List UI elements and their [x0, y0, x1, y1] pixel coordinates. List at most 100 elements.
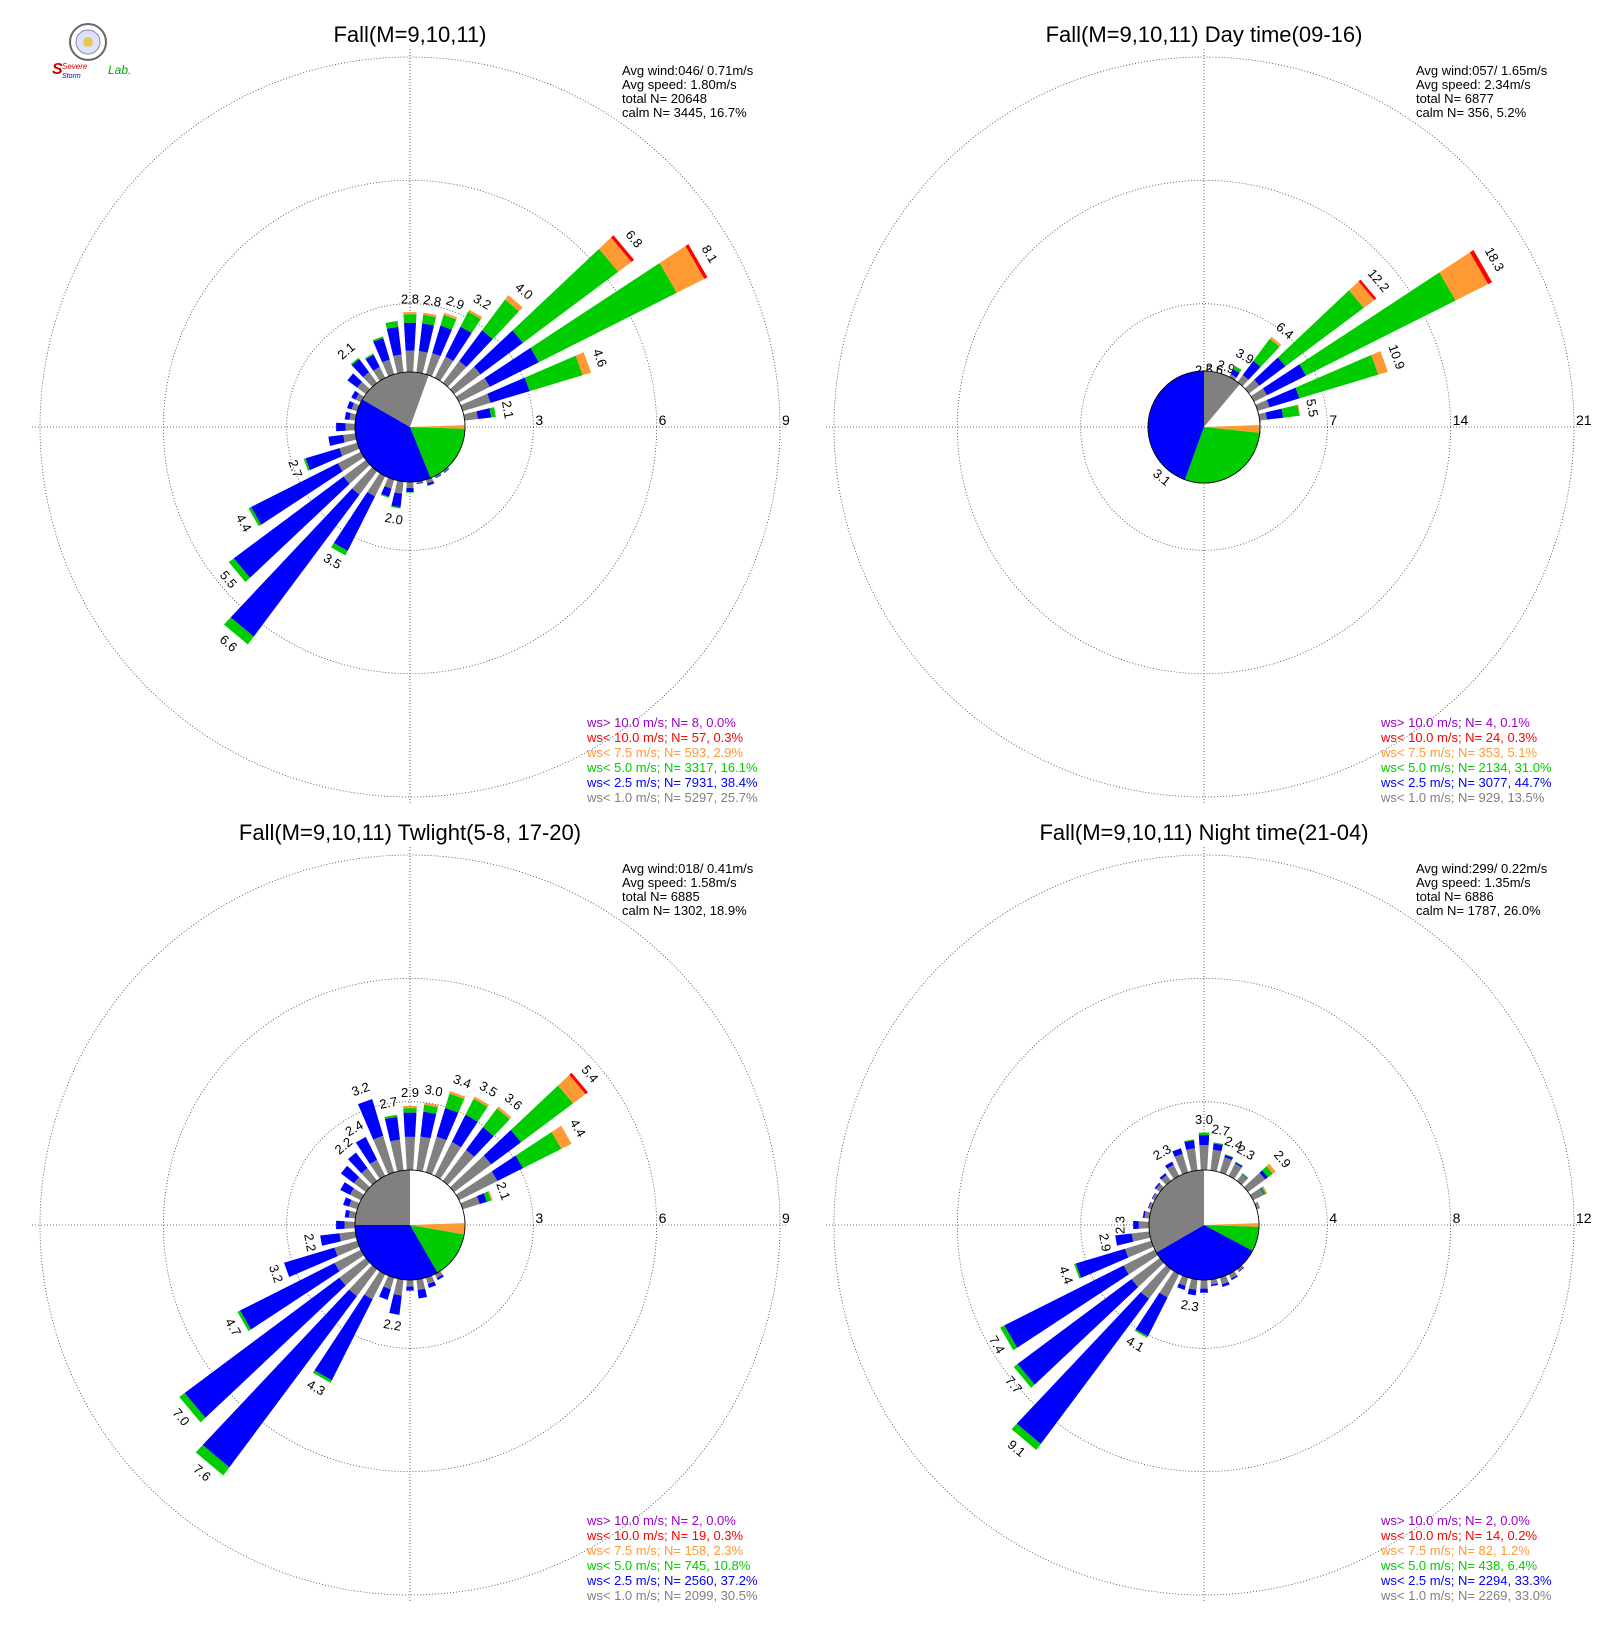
direction-bar	[328, 433, 356, 445]
direction-bar	[336, 1221, 355, 1230]
legend-entry: ws< 2.5 m/s; N= 3077, 44.7%	[1380, 775, 1552, 790]
stats-line: total N= 6877	[1416, 91, 1494, 106]
legend-entry: ws> 10.0 m/s; N= 2, 0.0%	[586, 1513, 736, 1528]
bar-segment	[1199, 1135, 1209, 1145]
legend-entry: ws< 5.0 m/s; N= 2134, 31.0%	[1380, 760, 1552, 775]
bar-segment	[1282, 405, 1300, 418]
stats-line: Avg speed: 2.34m/s	[1416, 77, 1531, 92]
bar-segment	[393, 355, 403, 374]
stats-line: Avg wind:046/ 0.71m/s	[622, 63, 754, 78]
bar-value-label: 2.8	[422, 292, 442, 310]
legend-entry: ws< 10.0 m/s; N= 14, 0.2%	[1380, 1528, 1538, 1543]
bar-value-label: 3.4	[451, 1071, 473, 1091]
bar-value-label: 6.4	[1273, 319, 1296, 342]
direction-bar	[406, 482, 414, 493]
bar-segment	[404, 1113, 417, 1137]
ring-label: 21	[1576, 412, 1592, 428]
bar-value-label: 3.5	[321, 550, 344, 572]
stats-line: Avg wind:018/ 0.41m/s	[622, 861, 754, 876]
ring-label: 6	[659, 412, 667, 428]
bar-value-label: 2.9	[1271, 1147, 1294, 1170]
bar-value-label: 2.2	[382, 1316, 402, 1334]
bar-segment	[1132, 1231, 1151, 1241]
stats-line: Avg speed: 1.80m/s	[622, 77, 737, 92]
legend-entry: ws< 7.5 m/s; N= 593, 2.9%	[586, 745, 744, 760]
bar-segment	[403, 1106, 417, 1108]
direction-bar	[1200, 1280, 1208, 1293]
legend-entry: ws< 1.0 m/s; N= 929, 13.5%	[1380, 790, 1545, 805]
ring-label: 9	[782, 1210, 790, 1226]
bar-segment	[382, 359, 394, 376]
bar-segment	[403, 1108, 416, 1112]
bar-segment	[343, 433, 356, 442]
severe-storm-lab-logo: S Severe Storm Lab.	[50, 22, 150, 84]
ring-label: 8	[1453, 1210, 1461, 1226]
bar-segment	[418, 1289, 427, 1299]
direction-bar	[416, 1279, 427, 1299]
panel-title: Fall(M=9,10,11) Day time(09-16)	[1046, 22, 1363, 47]
direction-bar	[343, 1197, 359, 1209]
bar-value-label: 4.4	[1056, 1264, 1076, 1286]
bar-segment	[339, 1231, 356, 1241]
bar-value-label: 6.8	[623, 227, 646, 250]
legend-entry: ws< 1.0 m/s; N= 5297, 25.7%	[586, 790, 758, 805]
bar-segment	[406, 351, 415, 372]
legend-entry: ws< 10.0 m/s; N= 24, 0.3%	[1380, 730, 1538, 745]
ring-label: 6	[659, 1210, 667, 1226]
bar-value-label: 4.1	[1124, 1333, 1147, 1355]
panel-title: Fall(M=9,10,11) Night time(21-04)	[1039, 820, 1368, 845]
bar-value-label: 3.2	[349, 1079, 371, 1099]
bar-segment	[1220, 1157, 1232, 1174]
bar-value-label: 3.0	[1195, 1112, 1213, 1127]
bar-segment	[403, 312, 416, 314]
bar-segment	[1115, 1233, 1133, 1245]
bar-value-label: 8.1	[699, 242, 721, 265]
bar-segment	[404, 323, 416, 351]
pie-slice	[1204, 1170, 1259, 1225]
bar-segment	[406, 1280, 413, 1287]
stats-line: total N= 6885	[622, 889, 700, 904]
bar-value-label: 3.2	[266, 1263, 286, 1285]
stats-line: calm N= 1787, 26.0%	[1416, 903, 1541, 918]
bar-segment	[1266, 409, 1284, 420]
logo-line1: Severe	[62, 62, 88, 71]
bar-value-label: 2.1	[334, 339, 357, 362]
direction-bar	[406, 1280, 414, 1291]
stats-line: Avg wind:299/ 0.22m/s	[1416, 861, 1548, 876]
direction-bar	[336, 423, 355, 432]
logo-line3: Lab.	[108, 63, 131, 77]
legend-entry: ws< 1.0 m/s; N= 2099, 30.5%	[586, 1588, 758, 1603]
bar-segment	[406, 482, 413, 488]
legend-entry: ws< 2.5 m/s; N= 7931, 38.4%	[586, 775, 758, 790]
direction-bar: 2.3	[1150, 1141, 1179, 1179]
legend-entry: ws> 10.0 m/s; N= 8, 0.0%	[586, 715, 736, 730]
bar-value-label: 18.3	[1482, 245, 1508, 274]
bar-value-label: 10.9	[1385, 342, 1408, 371]
bar-segment	[406, 1287, 414, 1291]
legend-entry: ws< 2.5 m/s; N= 2560, 37.2%	[586, 1573, 758, 1588]
legend-entry: ws> 10.0 m/s; N= 4, 0.1%	[1380, 715, 1530, 730]
ring-label: 4	[1329, 1210, 1337, 1226]
direction-bar: 2.8	[401, 291, 419, 372]
bar-value-label: 3.2	[471, 291, 494, 313]
bar-value-label: 2.8	[401, 291, 419, 306]
bar-value-label: 3.6	[502, 1090, 525, 1113]
bar-segment	[420, 1112, 436, 1139]
bar-value-label: 2.3	[1180, 1297, 1200, 1315]
bar-value-label: 4.7	[222, 1316, 244, 1339]
bar-segment	[336, 1221, 344, 1230]
direction-bar	[345, 1210, 357, 1219]
ring-label: 3	[535, 412, 543, 428]
bar-value-label: 2.9	[401, 1085, 419, 1100]
bar-segment	[1210, 1150, 1221, 1172]
bar-value-label: 2.7	[285, 458, 305, 480]
bar-value-label: 2.9	[444, 293, 466, 313]
legend-entry: ws< 5.0 m/s; N= 3317, 16.1%	[586, 760, 758, 775]
ring-label: 14	[1453, 412, 1469, 428]
bar-segment	[406, 492, 414, 493]
